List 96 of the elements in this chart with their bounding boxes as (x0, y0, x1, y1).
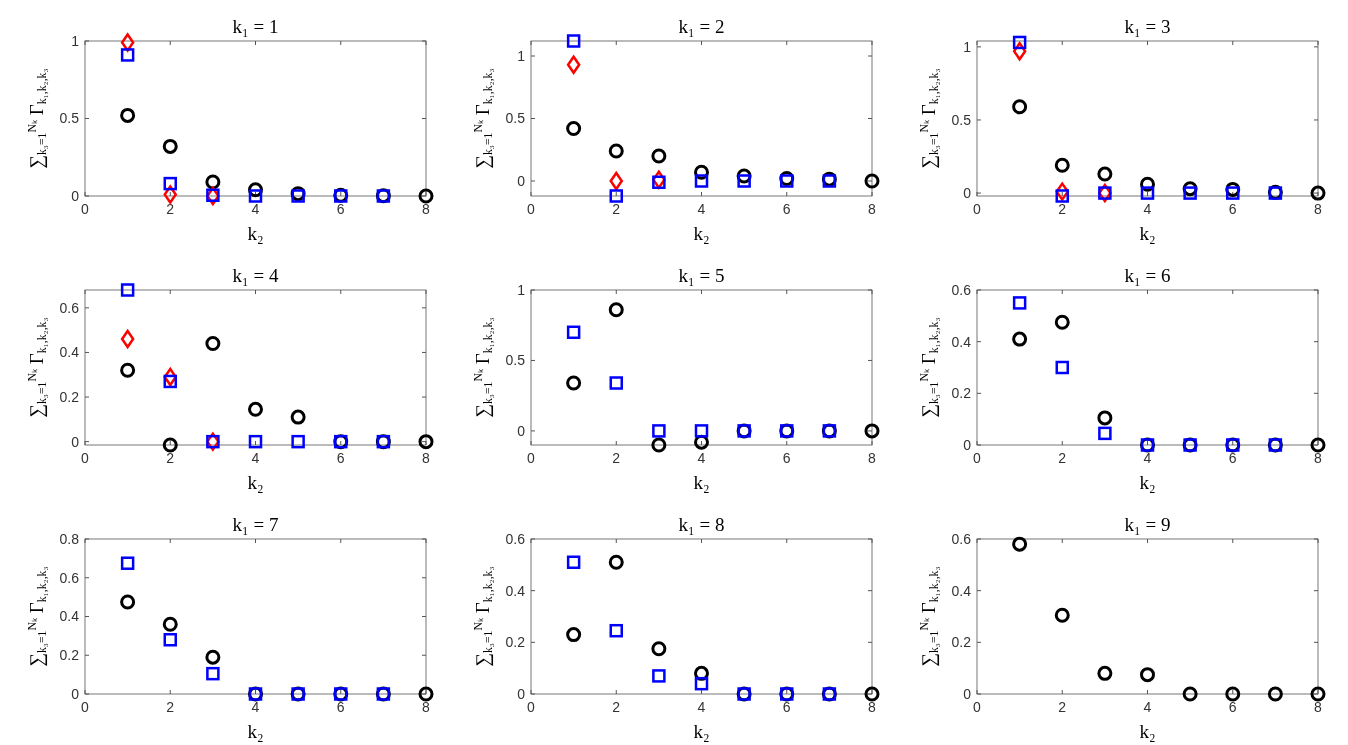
x-axis-title: k₂ (1139, 223, 1156, 244)
x-axis-title: k₂ (1139, 721, 1156, 742)
x-axis-title: k₂ (693, 223, 710, 244)
x-tick-label: 6 (1228, 699, 1237, 715)
x-tick-label: 6 (1228, 450, 1237, 466)
chart-title: k₁ = 4 (232, 265, 279, 286)
x-tick-label: 8 (422, 699, 431, 715)
y-tick-label: 1 (517, 47, 526, 64)
x-tick-label: 8 (1314, 201, 1323, 217)
x-tick-label: 2 (612, 201, 621, 217)
x-tick-label: 2 (1058, 201, 1067, 217)
y-tick-label: 0.5 (951, 111, 972, 128)
x-tick-label: 6 (1228, 201, 1237, 217)
x-axis-title: k₂ (693, 721, 710, 742)
x-tick-label: 4 (697, 699, 706, 715)
y-tick-label: 0.4 (951, 333, 972, 350)
x-tick-label: 4 (251, 450, 260, 466)
y-tick-label: 0 (963, 685, 972, 702)
x-tick-label: 0 (527, 450, 536, 466)
y-tick-label: 0 (963, 436, 972, 453)
x-tick-label: 0 (81, 450, 90, 466)
x-tick-label: 0 (973, 450, 982, 466)
x-tick-label: 6 (336, 450, 345, 466)
y-tick-label: 0.6 (951, 530, 972, 547)
y-tick-label: 0.4 (951, 582, 972, 599)
x-tick-label: 2 (166, 201, 175, 217)
x-tick-label: 6 (336, 699, 345, 715)
x-tick-label: 2 (166, 450, 175, 466)
chart-title: k₁ = 8 (678, 514, 725, 535)
y-tick-label: 0.6 (951, 281, 972, 298)
x-tick-label: 4 (1143, 201, 1152, 217)
chart-title: k₁ = 2 (678, 16, 725, 37)
y-tick-label: 1 (71, 32, 80, 49)
x-tick-label: 6 (782, 450, 791, 466)
x-tick-label: 8 (868, 201, 877, 217)
y-tick-label: 0 (963, 184, 972, 201)
y-tick-label: 0.2 (951, 385, 972, 402)
y-tick-label: 0.2 (951, 634, 972, 651)
y-tick-label: 0.2 (505, 634, 526, 651)
y-tick-label: 0 (71, 433, 80, 450)
x-tick-label: 2 (612, 699, 621, 715)
y-tick-label: 0 (517, 685, 526, 702)
x-tick-label: 4 (251, 201, 260, 217)
x-tick-label: 2 (1058, 450, 1067, 466)
x-tick-label: 4 (1143, 699, 1152, 715)
x-tick-label: 8 (422, 201, 431, 217)
x-tick-label: 4 (1143, 450, 1152, 466)
x-tick-label: 8 (868, 450, 877, 466)
y-tick-label: 0.5 (505, 352, 526, 369)
x-tick-label: 8 (1314, 699, 1323, 715)
y-tick-label: 0 (71, 685, 80, 702)
y-tick-label: 0.2 (59, 388, 80, 405)
chart-title: k₁ = 3 (1124, 16, 1171, 37)
x-tick-label: 6 (782, 201, 791, 217)
x-axis-title: k₂ (247, 223, 264, 244)
x-tick-label: 4 (251, 699, 260, 715)
x-tick-label: 4 (697, 201, 706, 217)
y-tick-label: 0.8 (59, 530, 80, 547)
x-axis-title: k₂ (1139, 472, 1156, 493)
x-tick-label: 8 (868, 699, 877, 715)
y-tick-label: 0.4 (59, 344, 80, 361)
x-tick-label: 8 (1314, 450, 1323, 466)
x-tick-label: 2 (166, 699, 175, 715)
x-tick-label: 6 (782, 699, 791, 715)
y-tick-label: 1 (963, 38, 972, 55)
chart-title: k₁ = 7 (232, 514, 279, 535)
x-axis-title: k₂ (247, 721, 264, 742)
chart-title: k₁ = 5 (678, 265, 725, 286)
x-tick-label: 4 (697, 450, 706, 466)
y-tick-label: 0.4 (505, 582, 526, 599)
x-tick-label: 0 (973, 201, 982, 217)
x-tick-label: 2 (612, 450, 621, 466)
x-tick-label: 8 (422, 450, 431, 466)
y-tick-label: 0.2 (59, 647, 80, 664)
y-tick-label: 0.6 (505, 530, 526, 547)
x-tick-label: 6 (336, 201, 345, 217)
chart-title: k₁ = 6 (1124, 265, 1171, 286)
y-tick-label: 0 (517, 172, 526, 189)
x-tick-label: 2 (1058, 699, 1067, 715)
y-tick-label: 0.5 (59, 110, 80, 127)
y-tick-label: 0 (71, 187, 80, 204)
y-tick-label: 0 (517, 422, 526, 439)
y-tick-label: 0.5 (505, 110, 526, 127)
y-tick-label: 0.6 (59, 569, 80, 586)
y-tick-label: 1 (517, 281, 526, 298)
y-tick-label: 0.6 (59, 299, 80, 316)
x-tick-label: 0 (527, 201, 536, 217)
x-tick-label: 0 (527, 699, 536, 715)
x-tick-label: 0 (973, 699, 982, 715)
x-axis-title: k₂ (247, 472, 264, 493)
x-axis-title: k₂ (693, 472, 710, 493)
x-tick-label: 0 (81, 699, 90, 715)
chart-title: k₁ = 9 (1124, 514, 1171, 535)
chart-title: k₁ = 1 (232, 16, 279, 37)
x-tick-label: 0 (81, 201, 90, 217)
y-tick-label: 0.4 (59, 608, 80, 625)
